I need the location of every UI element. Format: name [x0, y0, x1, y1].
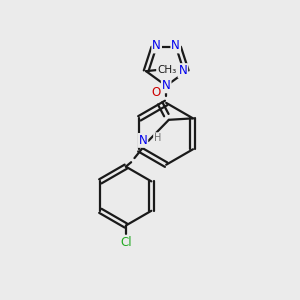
Text: CH₃: CH₃ — [157, 65, 176, 75]
Text: N: N — [139, 134, 147, 147]
Text: Cl: Cl — [120, 236, 132, 249]
Text: N: N — [152, 40, 161, 52]
Text: N: N — [171, 40, 180, 52]
Text: N: N — [162, 79, 171, 92]
Text: O: O — [152, 85, 161, 99]
Text: H: H — [154, 133, 161, 143]
Text: N: N — [178, 64, 187, 77]
